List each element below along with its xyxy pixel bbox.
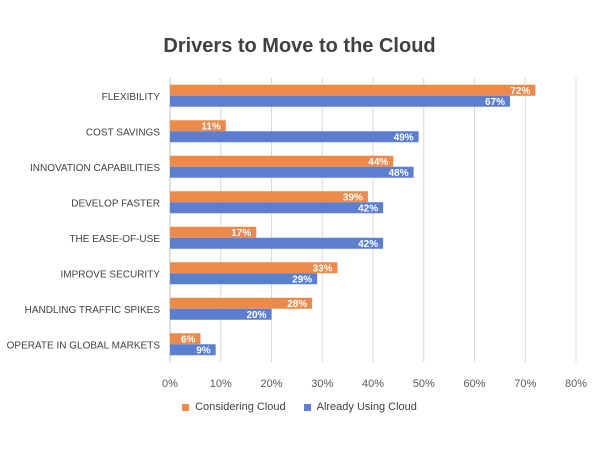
category-label: THE EASE-OF-USE	[69, 234, 160, 245]
bar-already-using	[170, 308, 272, 320]
legend-swatch-considering	[182, 403, 190, 411]
data-label: 42%	[358, 203, 378, 214]
category-label: OPERATE IN GLOBAL MARKETS	[7, 340, 161, 351]
x-tick-label: 50%	[413, 378, 435, 390]
bar-considering	[170, 262, 338, 274]
legend-item-already-using: Already Using Cloud	[303, 401, 417, 413]
bar-already-using	[170, 237, 384, 249]
bar-considering	[170, 226, 257, 238]
legend-swatch-already-using	[303, 403, 311, 411]
data-label: 67%	[485, 97, 505, 108]
x-tick-label: 80%	[565, 378, 587, 390]
chart-title: Drivers to Move to the Cloud	[163, 35, 436, 57]
data-label: 28%	[287, 299, 307, 310]
legend-item-considering: Considering Cloud	[182, 401, 286, 413]
data-label: 44%	[368, 157, 388, 168]
x-tick-label: 30%	[311, 378, 333, 390]
data-label: 49%	[394, 132, 414, 143]
data-label: 20%	[246, 310, 266, 321]
x-tick-label: 0%	[162, 378, 178, 390]
bar-considering	[170, 333, 201, 345]
bar-already-using	[170, 273, 318, 285]
x-tick-label: 10%	[210, 378, 232, 390]
bar-already-using	[170, 131, 419, 143]
chart-legend: Considering Cloud Already Using Cloud	[0, 401, 599, 413]
legend-label-already-using: Already Using Cloud	[316, 401, 417, 413]
bar-considering	[170, 155, 394, 167]
category-label: DEVELOP FASTER	[71, 198, 160, 209]
data-label: 29%	[292, 274, 312, 285]
x-tick-label: 20%	[260, 378, 282, 390]
category-label: HANDLING TRAFFIC SPIKES	[25, 305, 161, 316]
data-label: 11%	[201, 121, 221, 132]
data-label: 6%	[181, 334, 196, 345]
data-label: 9%	[196, 345, 211, 356]
category-label: COST SAVINGS	[86, 127, 160, 138]
bar-considering	[170, 297, 313, 309]
bar-already-using	[170, 95, 511, 107]
category-label: FLEXIBILITY	[102, 92, 161, 103]
x-tick-label: 60%	[463, 378, 485, 390]
x-tick-label: 70%	[514, 378, 536, 390]
bar-considering	[170, 191, 368, 203]
bar-already-using	[170, 166, 414, 178]
data-label: 39%	[343, 192, 363, 203]
bar-already-using	[170, 202, 384, 214]
x-tick-label: 40%	[362, 378, 384, 390]
bar-already-using	[170, 344, 216, 356]
bar-considering	[170, 120, 226, 132]
data-label: 17%	[231, 228, 251, 239]
data-label: 72%	[510, 86, 530, 97]
legend-label-considering: Considering Cloud	[195, 401, 286, 413]
data-label: 42%	[358, 239, 378, 250]
category-label: IMPROVE SECURITY	[61, 269, 161, 280]
bar-considering	[170, 84, 536, 96]
data-label: 33%	[312, 263, 332, 274]
data-label: 48%	[389, 168, 409, 179]
category-label: INNOVATION CAPABILITIES	[30, 163, 160, 174]
